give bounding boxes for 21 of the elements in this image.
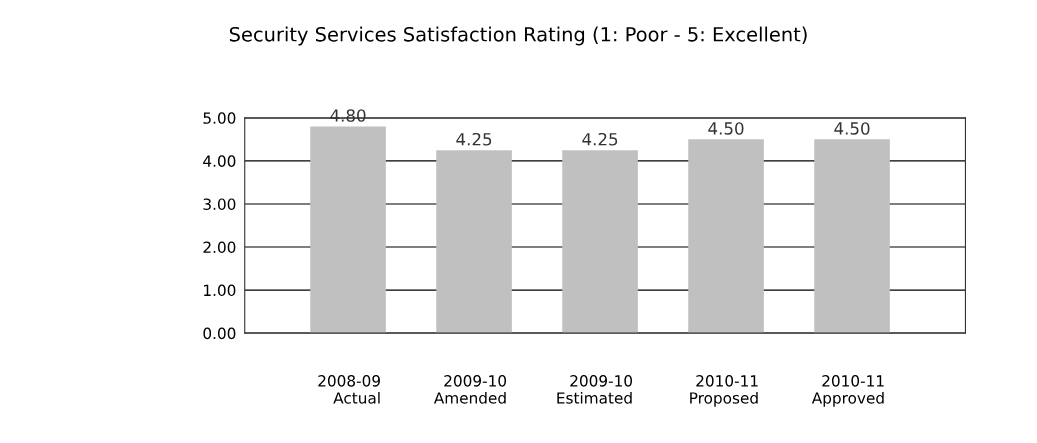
data-label: 4.25 xyxy=(582,132,618,146)
x-tick-label: 2008-09 Actual xyxy=(318,375,380,404)
bar xyxy=(814,139,890,334)
x-tick-label: 2010-11 Proposed xyxy=(690,375,758,407)
y-tick-label: 5.00 xyxy=(203,112,236,124)
bar xyxy=(310,126,386,334)
x-tick-label: 2009-10 Estimated xyxy=(557,375,633,404)
bar xyxy=(562,150,638,334)
chart-title: Security Services Satisfaction Rating (1: Poor - 5: Excellent) xyxy=(229,26,807,46)
data-label: 4.50 xyxy=(834,122,870,135)
x-tick-label: 2010-11 Approved xyxy=(811,375,884,407)
bar xyxy=(688,139,764,334)
data-label: 4.50 xyxy=(708,122,744,135)
y-tick-label: 0.00 xyxy=(203,327,236,340)
y-tick-label: 2.00 xyxy=(203,241,236,254)
y-tick-label: 4.00 xyxy=(203,155,236,167)
bar xyxy=(436,150,512,334)
y-tick-label: 1.00 xyxy=(204,284,236,297)
data-label: 4.25 xyxy=(456,132,492,146)
x-tick-label: 2009-10 Amended xyxy=(433,375,507,404)
y-tick-label: 3.00 xyxy=(203,198,236,210)
